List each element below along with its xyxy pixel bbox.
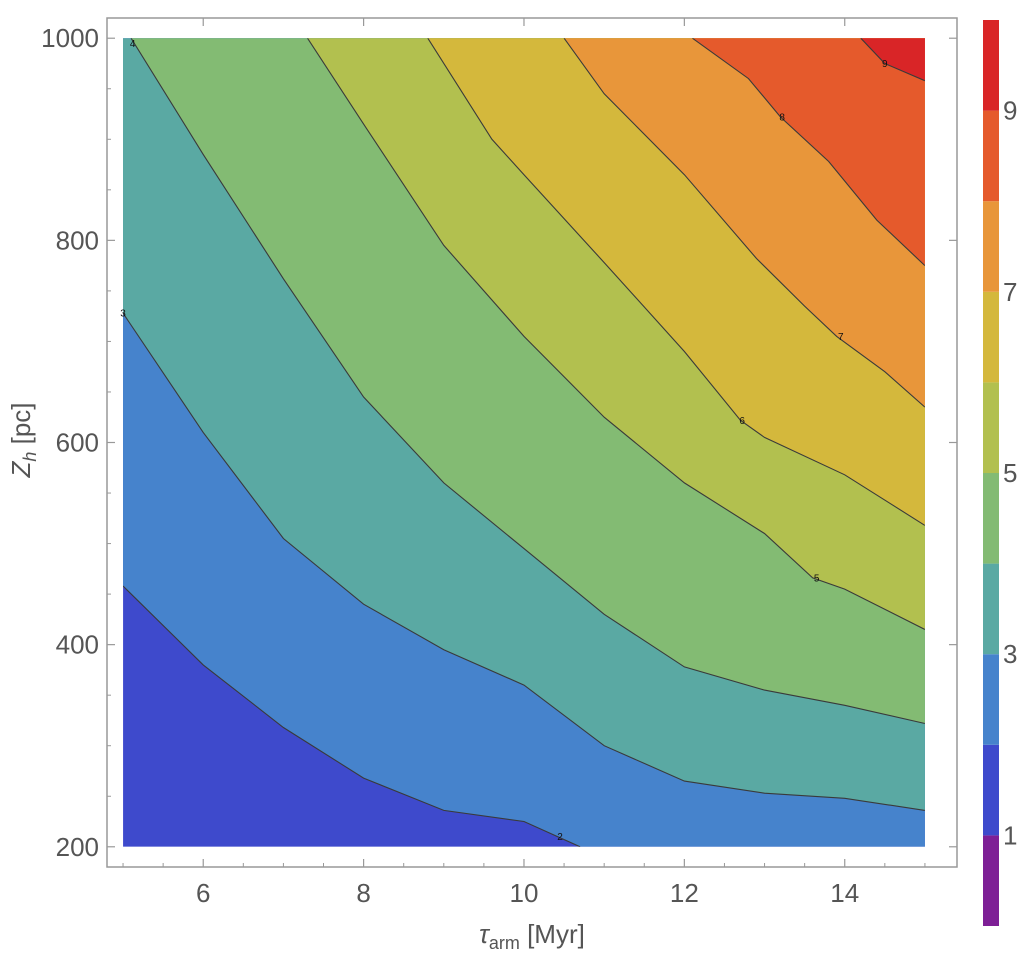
x-tick-label: 14 bbox=[830, 878, 859, 908]
contour-label-3: 3 bbox=[120, 309, 126, 320]
contour-label-5: 5 bbox=[814, 573, 820, 584]
band-level-8 bbox=[692, 38, 925, 266]
colorbar-segment bbox=[983, 835, 999, 926]
contour-line-3 bbox=[123, 312, 925, 811]
colorbar-segment bbox=[983, 744, 999, 836]
x-axis-label: τarm [Myr] bbox=[479, 919, 585, 953]
contour-bands bbox=[123, 38, 925, 847]
colorbar-segment bbox=[983, 473, 999, 564]
colorbar-segment bbox=[983, 382, 999, 473]
y-tick-label: 800 bbox=[56, 225, 99, 255]
x-tick-label: 12 bbox=[670, 878, 699, 908]
y-axis: 200 400 600 800 1000 bbox=[41, 23, 957, 862]
colorbar-segment bbox=[983, 110, 999, 202]
contour-label-6: 6 bbox=[739, 416, 745, 427]
colorbar bbox=[983, 20, 999, 926]
y-axis-label: Zh [pc] bbox=[6, 402, 40, 478]
colorbar-segment bbox=[983, 291, 999, 383]
colorbar-tick-label: 9 bbox=[1003, 96, 1017, 126]
contour-label-8: 8 bbox=[779, 113, 785, 124]
y-tick-label: 600 bbox=[56, 428, 99, 458]
x-tick-label: 6 bbox=[196, 878, 210, 908]
y-tick-label: 400 bbox=[56, 630, 99, 660]
colorbar-segment bbox=[983, 20, 999, 111]
colorbar-ticks: 1 3 5 7 9 bbox=[1003, 96, 1017, 851]
contour-line-4 bbox=[130, 38, 925, 725]
x-tick-label: 8 bbox=[356, 878, 370, 908]
contour-line-6 bbox=[427, 38, 925, 526]
contour-label-4: 4 bbox=[130, 39, 136, 50]
colorbar-tick-label: 3 bbox=[1003, 639, 1017, 669]
y-tick-label: 1000 bbox=[41, 23, 99, 53]
contour-label-2: 2 bbox=[557, 832, 563, 843]
band-level-9 bbox=[860, 38, 925, 81]
colorbar-tick-label: 5 bbox=[1003, 458, 1017, 488]
contour-line-2 bbox=[123, 585, 581, 847]
colorbar-segment bbox=[983, 563, 999, 655]
colorbar-segment bbox=[983, 654, 999, 745]
contour-label-9: 9 bbox=[882, 59, 888, 70]
colorbar-tick-label: 7 bbox=[1003, 277, 1017, 307]
contour-label-7: 7 bbox=[838, 332, 844, 343]
contour-line-9 bbox=[860, 38, 925, 82]
contour-labels: 2 3 4 5 6 7 8 9 bbox=[120, 39, 888, 843]
contour-lines bbox=[123, 38, 925, 847]
contour-line-8 bbox=[692, 38, 925, 266]
colorbar-segment bbox=[983, 201, 999, 292]
colorbar-tick-label: 1 bbox=[1003, 820, 1017, 850]
x-axis: 6 8 10 12 14 bbox=[122, 18, 926, 908]
contour-line-7 bbox=[563, 38, 925, 408]
x-tick-label: 10 bbox=[510, 878, 539, 908]
contour-line-5 bbox=[307, 38, 925, 630]
y-tick-label: 200 bbox=[56, 832, 99, 862]
